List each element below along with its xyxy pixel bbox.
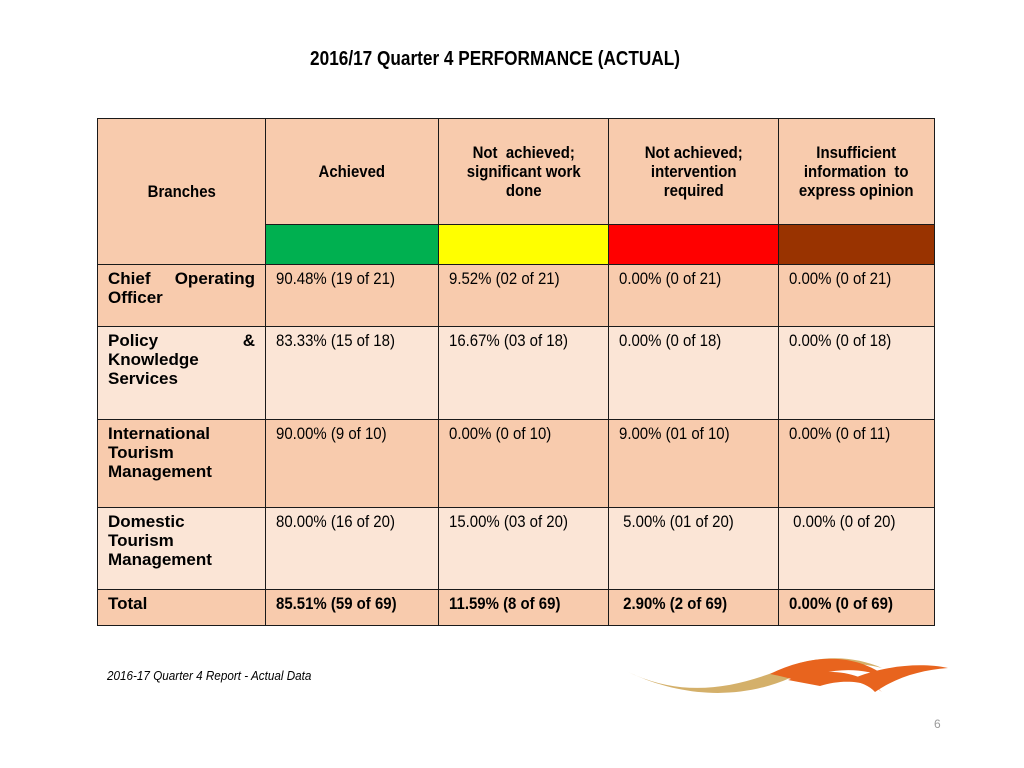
header-significant-work: Not achieved; significant work done [438,118,609,225]
header-insufficient: Insufficient information to express opin… [778,118,935,225]
intervention-cell: 9.00% (01 of 10) [608,419,779,508]
table-row: Domestic Tourism Management 80.00% (16 o… [97,507,935,590]
insufficient-color-swatch [778,224,935,265]
total-row: Total 85.51% (59 of 69) 11.59% (8 of 69)… [97,589,935,626]
intervention-color-swatch [608,224,779,265]
logo-orange-swoosh-1 [770,658,888,682]
achieved-cell: 90.00% (9 of 10) [265,419,439,508]
header-achieved: Achieved [265,118,439,225]
significant-work-cell: 16.67% (03 of 18) [438,326,609,420]
total-intervention-cell: 2.90% (2 of 69) [608,589,779,626]
intervention-cell: 0.00% (0 of 21) [608,264,779,327]
footer-note: 2016-17 Quarter 4 Report - Actual Data [107,668,312,683]
intervention-cell: 5.00% (01 of 20) [608,507,779,590]
insufficient-cell: 0.00% (0 of 21) [778,264,935,327]
header-intervention: Not achieved; intervention required [608,118,779,225]
insufficient-cell: 0.00% (0 of 20) [778,507,935,590]
table-row: International Tourism Management 90.00% … [97,419,935,508]
total-significant-work-cell: 11.59% (8 of 69) [438,589,609,626]
total-insufficient-cell: 0.00% (0 of 69) [778,589,935,626]
table-row: Chief Operating Officer 90.48% (19 of 21… [97,264,935,327]
logo-orange-swoosh-3 [850,665,948,692]
significant-work-cell: 15.00% (03 of 20) [438,507,609,590]
achieved-cell: 83.33% (15 of 18) [265,326,439,420]
insufficient-cell: 0.00% (0 of 18) [778,326,935,420]
achieved-cell: 90.48% (19 of 21) [265,264,439,327]
total-label: Total [97,589,266,626]
swoosh-logo-icon [624,658,948,693]
significant-work-color-swatch [438,224,609,265]
header-row: Branches Achieved Not achieved; signific… [97,118,935,265]
page-title: 2016/17 Quarter 4 PERFORMANCE (ACTUAL) [310,48,680,70]
branch-cell: Domestic Tourism Management [97,507,266,590]
total-achieved-cell: 85.51% (59 of 69) [265,589,439,626]
page-number: 6 [934,717,941,731]
performance-table: Branches Achieved Not achieved; signific… [97,118,935,626]
achieved-cell: 80.00% (16 of 20) [265,507,439,590]
branch-cell: Chief Operating Officer [97,264,266,327]
insufficient-cell: 0.00% (0 of 11) [778,419,935,508]
significant-work-cell: 9.52% (02 of 21) [438,264,609,327]
significant-work-cell: 0.00% (0 of 10) [438,419,609,508]
header-branches: Branches [97,118,266,265]
achieved-color-swatch [265,224,439,265]
branch-cell: Policy & Knowledge Services [97,326,266,420]
table-row: Policy & Knowledge Services 83.33% (15 o… [97,326,935,420]
color-key-row [98,224,935,265]
branch-cell: International Tourism Management [97,419,266,508]
intervention-cell: 0.00% (0 of 18) [608,326,779,420]
